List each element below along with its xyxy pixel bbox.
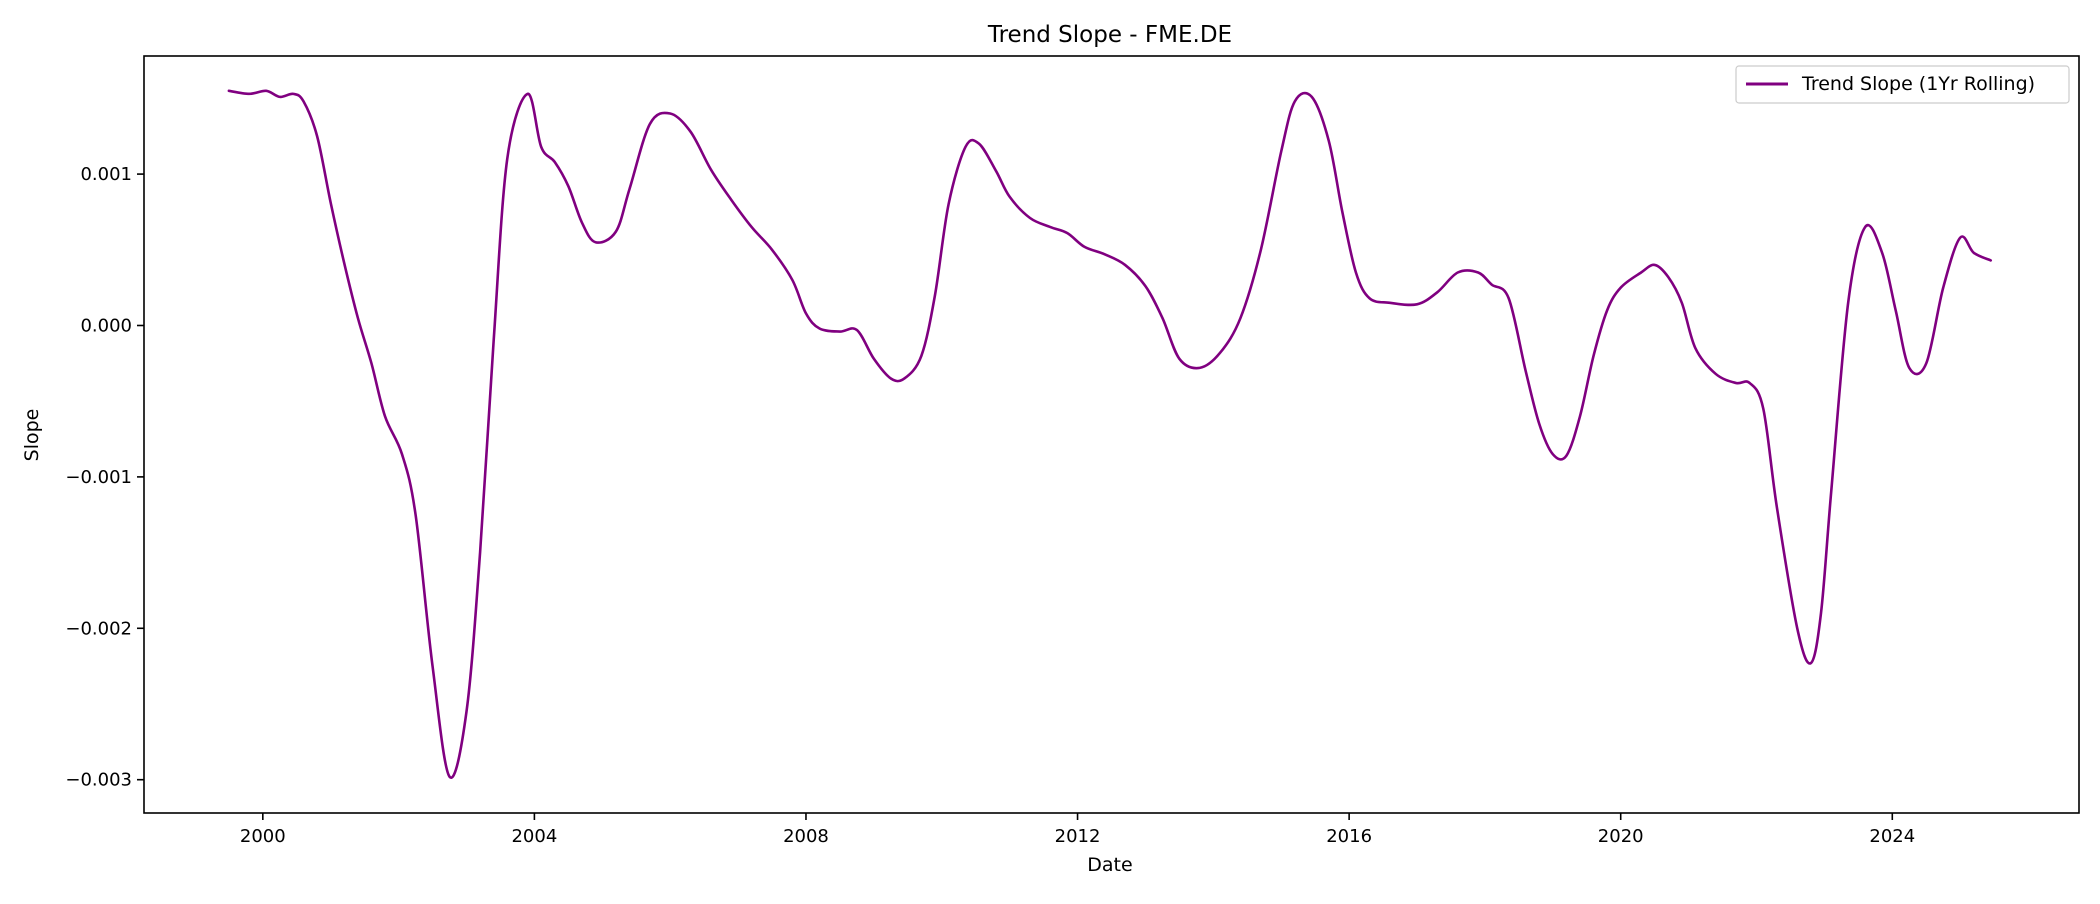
y-tick-label: 0.001	[80, 164, 132, 185]
x-tick-label: 2016	[1326, 826, 1372, 847]
y-tick-label: 0.000	[80, 315, 132, 336]
legend-entry-label: Trend Slope (1Yr Rolling)	[1801, 73, 2035, 95]
legend-box	[1735, 65, 2070, 104]
x-tick-label: 2008	[783, 826, 829, 847]
plot-area-frame	[143, 55, 2080, 814]
y-axis-label: Slope	[21, 409, 43, 462]
x-axis-label: Date	[1087, 854, 1132, 876]
series-line-trend-slope	[227, 89, 1993, 779]
x-tick-label: 2020	[1598, 826, 1644, 847]
x-tick-label: 2012	[1055, 826, 1101, 847]
legend: Trend Slope (1Yr Rolling)	[1735, 65, 2070, 104]
x-axis-ticks: 2000 2004 2008 2012 2016 2020 2024	[240, 813, 1915, 847]
x-tick-label: 2004	[511, 826, 557, 847]
x-tick-label: 2000	[240, 826, 286, 847]
y-tick-label: −0.002	[65, 618, 132, 639]
y-axis-ticks: 0.001 0.000 −0.001 −0.002 −0.003	[65, 164, 144, 791]
series-layer	[227, 89, 1993, 779]
y-tick-label: −0.003	[65, 770, 132, 791]
y-tick-label: −0.001	[65, 467, 132, 488]
chart-title: Trend Slope - FME.DE	[987, 22, 1232, 48]
x-tick-label: 2024	[1869, 826, 1915, 847]
